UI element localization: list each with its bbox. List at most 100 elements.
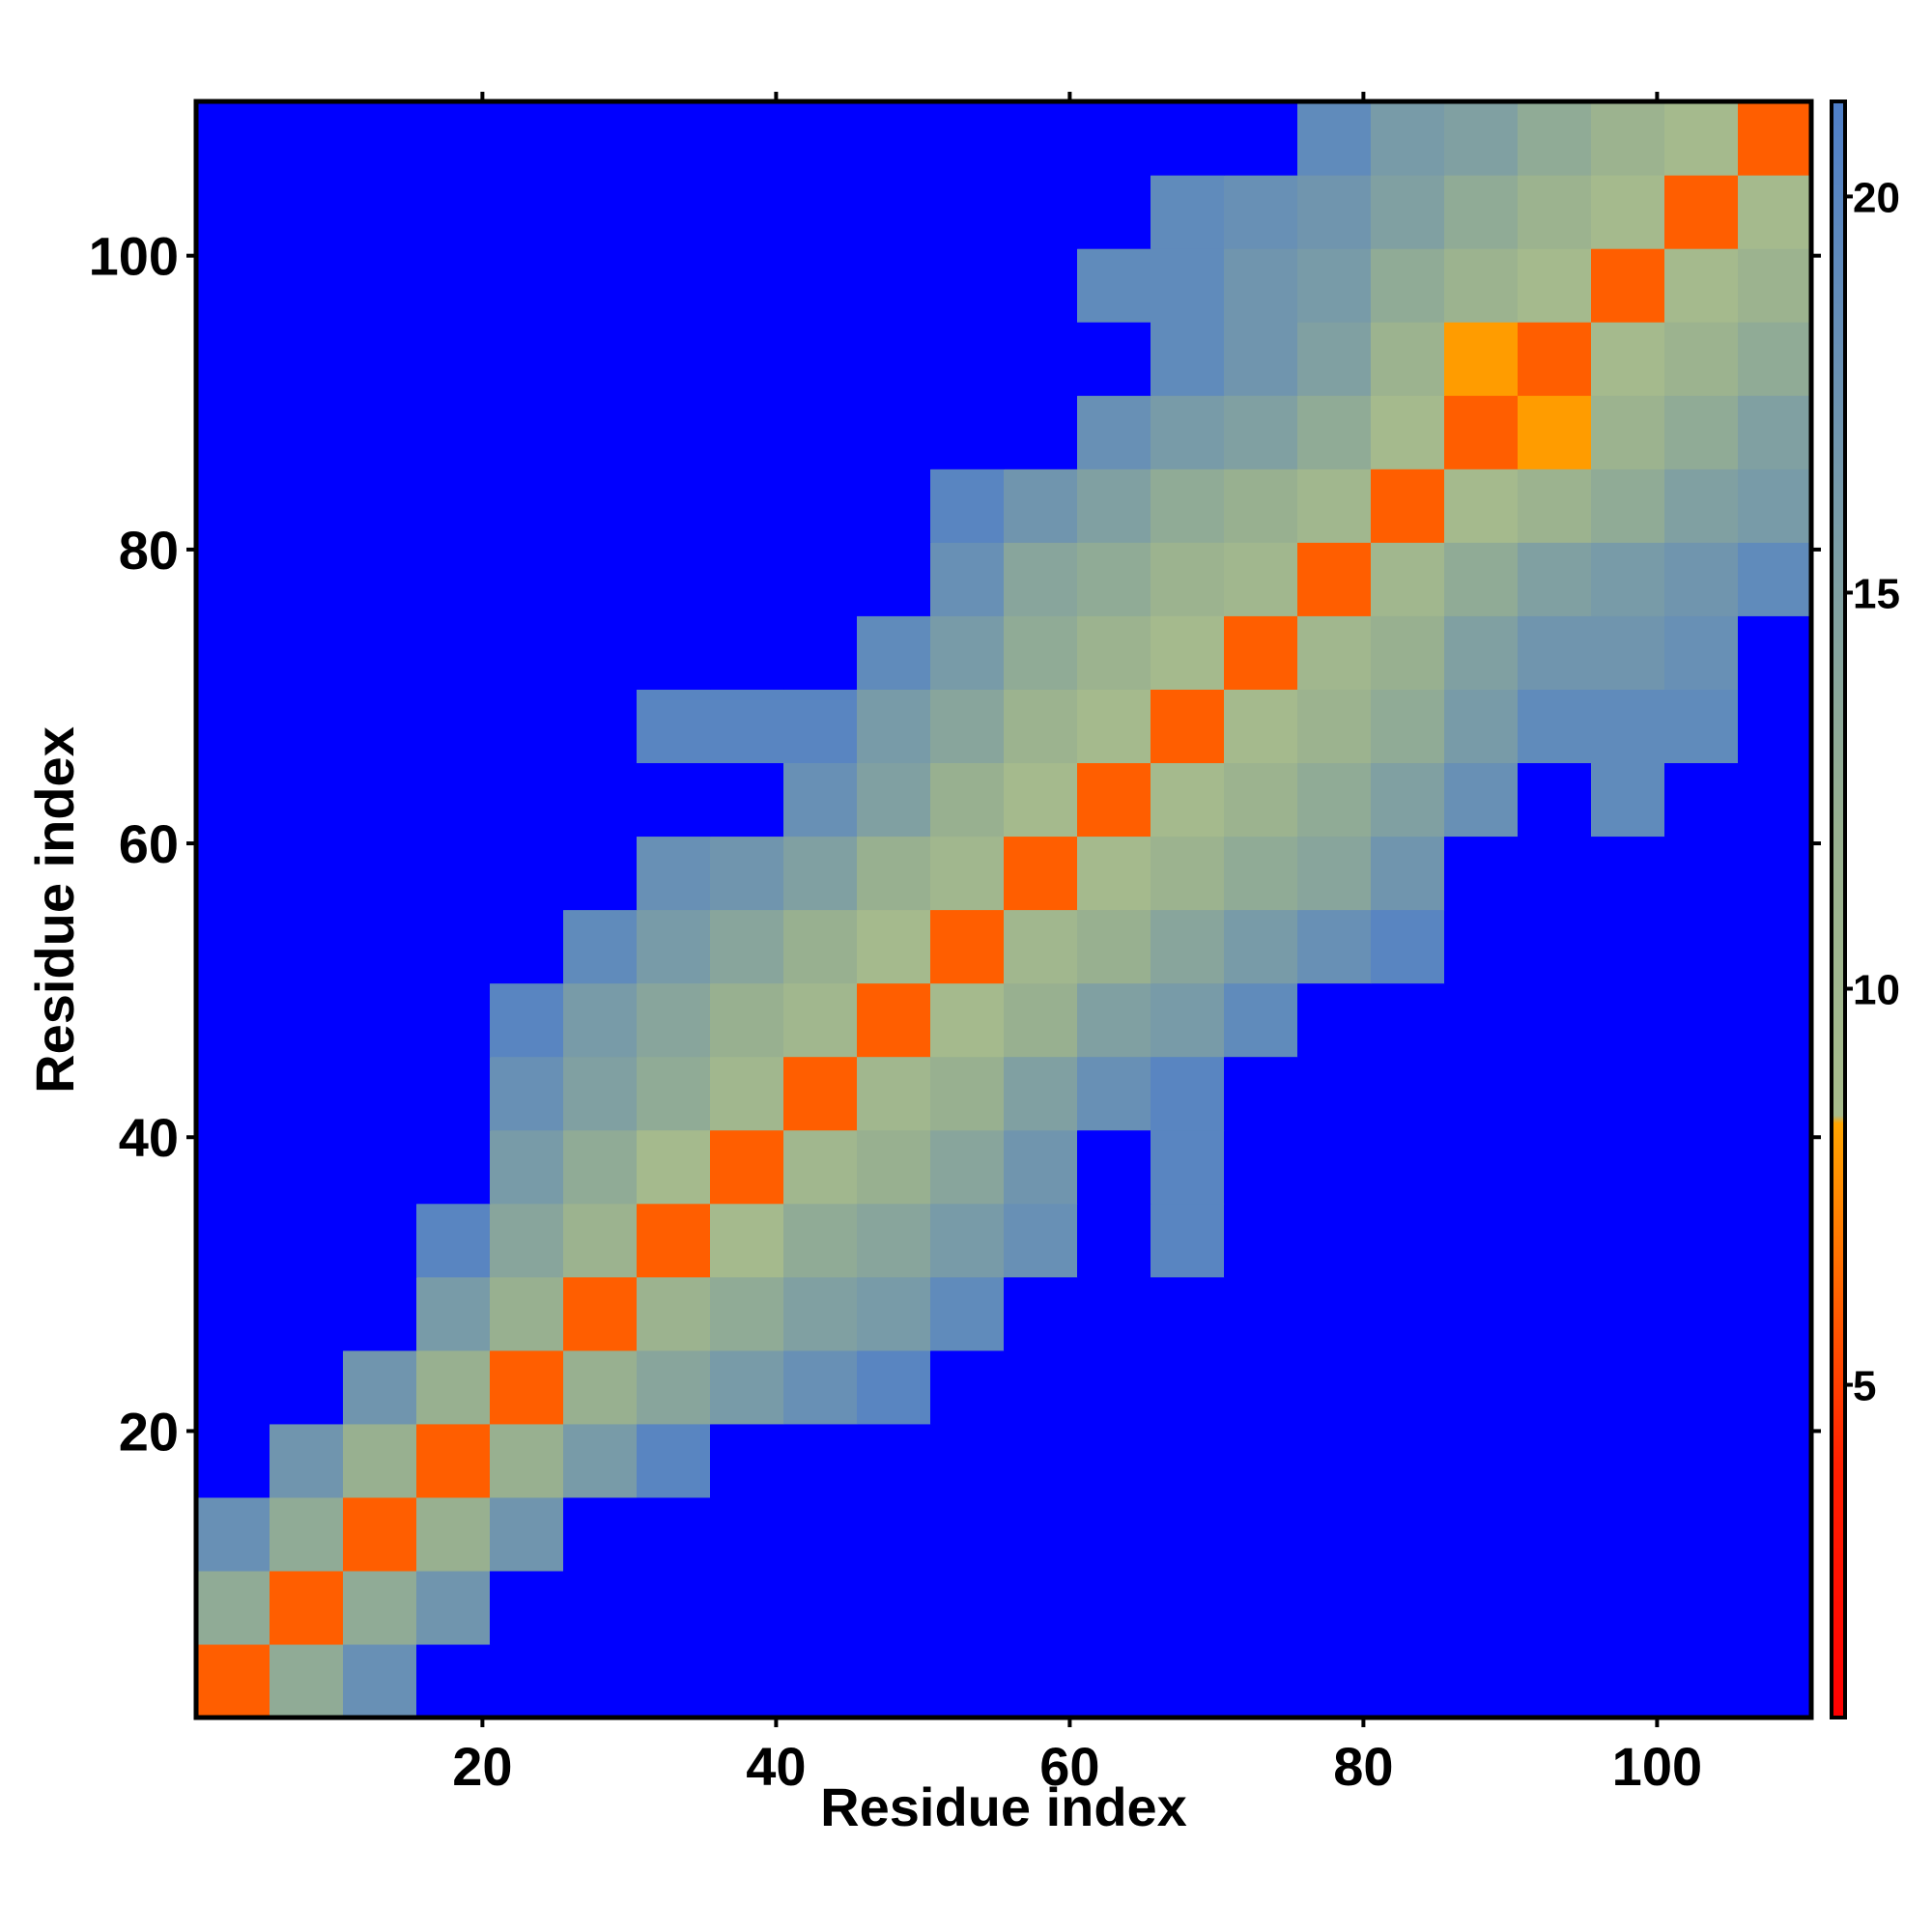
heatmap-cell [1738,395,1812,469]
heatmap-cell [857,762,931,838]
heatmap-cell [1151,175,1225,249]
heatmap-cell [1518,615,1592,690]
heatmap-cell [1224,322,1298,396]
heatmap-cell [930,1570,1005,1645]
heatmap-cell [857,615,931,690]
heatmap-cell [710,909,784,984]
heatmap-cell [343,836,417,911]
heatmap-cell [416,1129,491,1205]
heatmap-cell [196,1496,270,1572]
heatmap-cell [343,101,417,176]
heatmap-cell [1664,982,1739,1058]
heatmap-cell [196,982,270,1058]
heatmap-cell [710,1129,784,1205]
heatmap-cell [1077,1276,1151,1351]
heatmap-cell [783,1496,858,1572]
heatmap-cell [1004,689,1078,764]
heatmap-cell [563,689,638,764]
heatmap-cell [1151,1350,1225,1425]
heatmap-cell [1371,542,1445,616]
heatmap-cell [1224,836,1298,911]
heatmap-cell [1738,469,1812,543]
heatmap-cell [637,1056,711,1131]
heatmap-cell [1004,909,1078,984]
heatmap-cell [1297,836,1372,911]
heatmap-cell [1518,1423,1592,1498]
heatmap-cell [1518,395,1592,469]
heatmap-cell [930,1496,1005,1572]
heatmap-cell [416,542,491,616]
heatmap-cell [1738,1570,1812,1645]
heatmap-cell [416,1276,491,1351]
heatmap-cell [1004,1496,1078,1572]
heatmap-cell [710,1350,784,1425]
x-tick-label: 60 [1039,1736,1099,1797]
heatmap-cell [1151,1423,1225,1498]
heatmap-cell [1151,1276,1225,1351]
heatmap-cell [1151,1570,1225,1645]
heatmap-cell [637,175,711,249]
heatmap-cell [1151,469,1225,543]
heatmap-cell [1591,1056,1665,1131]
heatmap-cell [1738,1056,1812,1131]
heatmap-cell [563,1643,638,1719]
heatmap-cell [857,1129,931,1205]
heatmap-cell [1151,101,1225,176]
heatmap-cell [1518,1203,1592,1278]
heatmap-cell [1297,1570,1372,1645]
heatmap-cell [563,395,638,469]
heatmap-cell [1224,1423,1298,1498]
heatmap-cell [196,469,270,543]
heatmap-cell [1738,1129,1812,1205]
heatmap-cell [783,689,858,764]
heatmap-cell [1591,1203,1665,1278]
heatmap-cell [563,248,638,323]
heatmap-cell [783,175,858,249]
heatmap-cell [1371,689,1445,764]
heatmap-cell [1004,322,1078,396]
heatmap-cell [1224,1643,1298,1719]
heatmap-cell [710,1423,784,1498]
heatmap-cell [1518,1276,1592,1351]
axes: 20 40 60 80 100 20 40 60 80 100 5 10 15 20 [89,92,1900,1797]
heatmap-cell [196,1350,270,1425]
heatmap-cell [563,836,638,911]
heatmap-cell [1004,1056,1078,1131]
heatmap-cell [1297,469,1372,543]
heatmap-cell [1151,542,1225,616]
heatmap-cell [1224,689,1298,764]
heatmap-cell [1591,1570,1665,1645]
heatmap-cell [637,982,711,1058]
heatmap-cell [1738,175,1812,249]
heatmap-cell [196,395,270,469]
heatmap-cell [1297,1643,1372,1719]
heatmap-cell [783,101,858,176]
heatmap-cell [1664,1350,1739,1425]
heatmap-cell [1004,175,1078,249]
heatmap-cell [196,101,270,176]
heatmap-cell [783,615,858,690]
heatmap-cell [1004,1643,1078,1719]
heatmap-cell [1371,762,1445,838]
heatmap-cell [1297,982,1372,1058]
heatmap-cell [270,1496,344,1572]
heatmap-cell [416,836,491,911]
heatmap-cell [1738,982,1812,1058]
heatmap-cell [1077,1643,1151,1719]
heatmap-cell [783,1570,858,1645]
heatmap-cell [637,101,711,176]
heatmap-cell [563,322,638,396]
heatmap-cell [637,1496,711,1572]
heatmap-cell [490,101,564,176]
heatmap-cell [710,1570,784,1645]
heatmap-cell [416,395,491,469]
heatmap-cell [930,1423,1005,1498]
heatmap-cell [1518,762,1592,838]
heatmap-cell [343,1423,417,1498]
heatmap-cell [1518,1496,1592,1572]
heatmap-cell [1151,322,1225,396]
heatmap-cell [930,1350,1005,1425]
heatmap-cell [416,982,491,1058]
heatmap-cell [930,689,1005,764]
heatmap-cell [1151,1056,1225,1131]
